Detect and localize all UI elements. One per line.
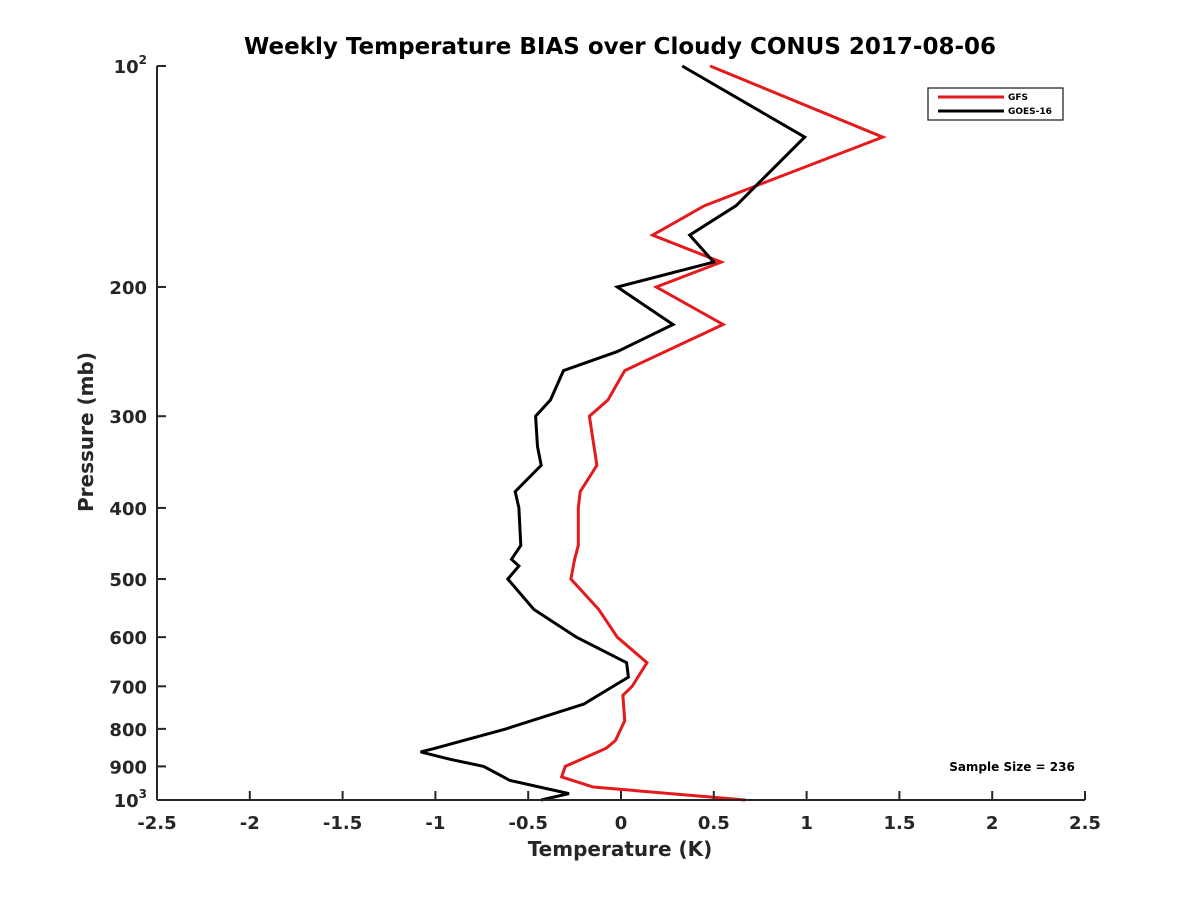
series-line-goes-16 xyxy=(420,64,808,802)
y-axis-label: Pressure (mb) xyxy=(74,352,98,512)
y-tick-label: 800 xyxy=(109,720,147,741)
x-tick-label: 0.5 xyxy=(698,813,730,834)
x-axis-label: Temperature (K) xyxy=(528,837,713,861)
axes xyxy=(156,66,1085,801)
x-tick-label: 2.5 xyxy=(1069,813,1101,834)
y-tick-label: 102 xyxy=(114,53,147,78)
x-tick-label: -1 xyxy=(425,813,445,834)
legend-label: GFS xyxy=(1008,93,1028,103)
y-axis-ticks: 102 200 300 400 500 600 700 800 900 103 xyxy=(109,53,166,812)
x-tick-label: -0.5 xyxy=(509,813,548,834)
y-tick-label: 600 xyxy=(109,628,147,649)
y-tick-label: 400 xyxy=(109,499,147,520)
legend xyxy=(927,87,1064,121)
y-tick-label: 900 xyxy=(109,757,147,778)
x-tick-label: 1.5 xyxy=(883,813,915,834)
series-layer xyxy=(420,64,887,802)
x-tick-label: 0 xyxy=(615,813,628,834)
x-tick-label: -2.5 xyxy=(137,813,176,834)
series-line-gfs xyxy=(559,64,887,802)
legend-label: GOES-16 xyxy=(1008,107,1052,117)
y-tick-label: 200 xyxy=(109,278,147,299)
x-axis-ticks: -2.5 -2 -1.5 -1 -0.5 0 0.5 1 1.5 2 2.5 xyxy=(137,791,1101,834)
legend-items: GFS GOES-16 xyxy=(938,93,1052,117)
y-tick-label: 300 xyxy=(109,407,147,428)
y-tick-label: 500 xyxy=(109,570,147,591)
x-tick-label: -2 xyxy=(240,813,260,834)
x-tick-label: -1.5 xyxy=(323,813,362,834)
y-tick-label: 103 xyxy=(114,787,147,812)
y-tick-label: 700 xyxy=(109,677,147,698)
x-tick-label: 2 xyxy=(986,813,999,834)
chart-title: Weekly Temperature BIAS over Cloudy CONU… xyxy=(244,34,996,60)
x-tick-label: 1 xyxy=(800,813,813,834)
sample-size-annotation: Sample Size = 236 xyxy=(949,760,1075,774)
